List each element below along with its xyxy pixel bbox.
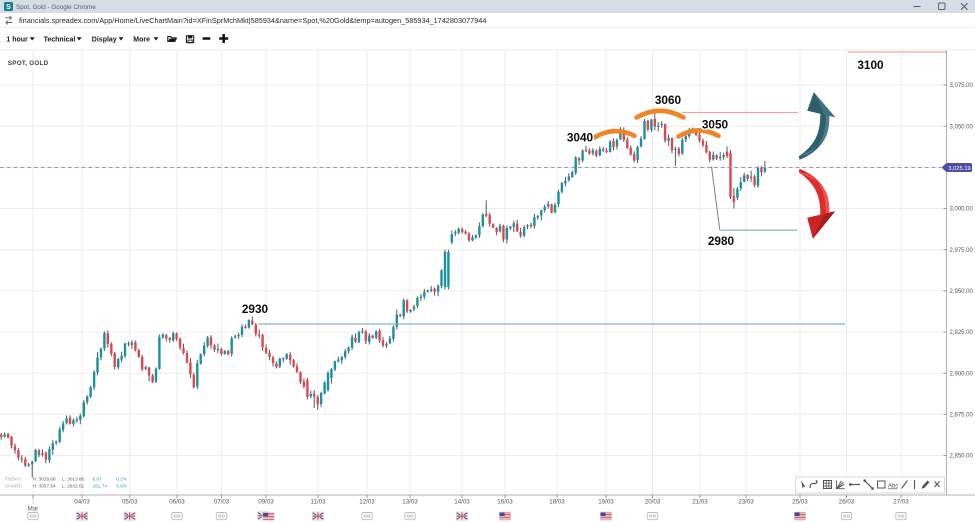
- svg-text:H: 3028.88: H: 3028.88: [33, 476, 56, 481]
- svg-text:3060: 3060: [655, 93, 682, 107]
- svg-text:13/03: 13/03: [402, 499, 418, 506]
- svg-text:27/03: 27/03: [893, 499, 909, 506]
- svg-text:18/03: 18/03: [549, 499, 565, 506]
- svg-text:06/03: 06/03: [169, 499, 185, 506]
- svg-text:L: 2832.61: L: 2832.61: [62, 484, 85, 489]
- svg-text:Spot, Gold - Google Chrome: Spot, Gold - Google Chrome: [16, 4, 96, 11]
- svg-text:1 hour: 1 hour: [6, 36, 28, 43]
- svg-text:financials.spreadex.com/App/Ho: financials.spreadex.com/App/Home/LiveCha…: [19, 16, 486, 25]
- svg-text:20/03: 20/03: [645, 499, 661, 506]
- svg-text:25/03: 25/03: [792, 499, 808, 506]
- svg-text:07/03: 07/03: [214, 499, 230, 506]
- svg-text:3,075.00: 3,075.00: [950, 83, 974, 89]
- svg-text:S: S: [6, 4, 11, 11]
- svg-text:3040: 3040: [567, 131, 594, 145]
- svg-text:3,050.00: 3,050.00: [950, 124, 974, 130]
- svg-text:L: 3013.86: L: 3013.86: [62, 476, 85, 481]
- svg-text:3,000.00: 3,000.00: [950, 207, 974, 213]
- svg-text:3050: 3050: [702, 118, 729, 132]
- svg-text:19/03: 19/03: [598, 499, 614, 506]
- svg-text:04/03: 04/03: [74, 499, 90, 506]
- svg-text:2,875.00: 2,875.00: [950, 413, 974, 419]
- svg-text:Abc: Abc: [888, 484, 898, 490]
- svg-text:11/03: 11/03: [310, 499, 326, 506]
- svg-text:More: More: [133, 36, 150, 43]
- svg-text:3100: 3100: [857, 58, 884, 72]
- svg-text:2,925.00: 2,925.00: [950, 330, 974, 336]
- svg-text:16/03: 16/03: [497, 499, 513, 506]
- svg-text:2,900.00: 2,900.00: [950, 371, 974, 377]
- svg-text:161.74: 161.74: [93, 484, 108, 489]
- svg-text:SPOT, GOLD: SPOT, GOLD: [8, 60, 49, 67]
- svg-text:2930: 2930: [242, 302, 269, 316]
- svg-text:3,025.19: 3,025.19: [948, 166, 971, 172]
- svg-text:Technical: Technical: [44, 36, 76, 43]
- svg-text:09/03: 09/03: [258, 499, 274, 506]
- svg-text:2,975.00: 2,975.00: [950, 248, 974, 254]
- svg-text:2980: 2980: [708, 234, 735, 248]
- svg-text:0.2%: 0.2%: [116, 476, 127, 481]
- svg-text:2,850.00: 2,850.00: [950, 454, 974, 460]
- svg-text:6.07: 6.07: [93, 476, 103, 481]
- svg-text:TODAY:: TODAY:: [5, 476, 22, 481]
- svg-text:2,950.00: 2,950.00: [950, 289, 974, 295]
- svg-text:21/03: 21/03: [692, 499, 708, 506]
- svg-text:CHART:: CHART:: [5, 484, 22, 489]
- svg-text:05/03: 05/03: [122, 499, 138, 506]
- svg-text:14/03: 14/03: [454, 499, 470, 506]
- svg-text:23/03: 23/03: [738, 499, 754, 506]
- svg-text:H: 3057.54: H: 3057.54: [33, 484, 56, 489]
- svg-text:12/03: 12/03: [359, 499, 375, 506]
- svg-text:5.6%: 5.6%: [116, 484, 127, 489]
- svg-text:Display: Display: [92, 36, 117, 43]
- svg-text:26/03: 26/03: [839, 499, 855, 506]
- svg-text:Mar: Mar: [28, 506, 39, 513]
